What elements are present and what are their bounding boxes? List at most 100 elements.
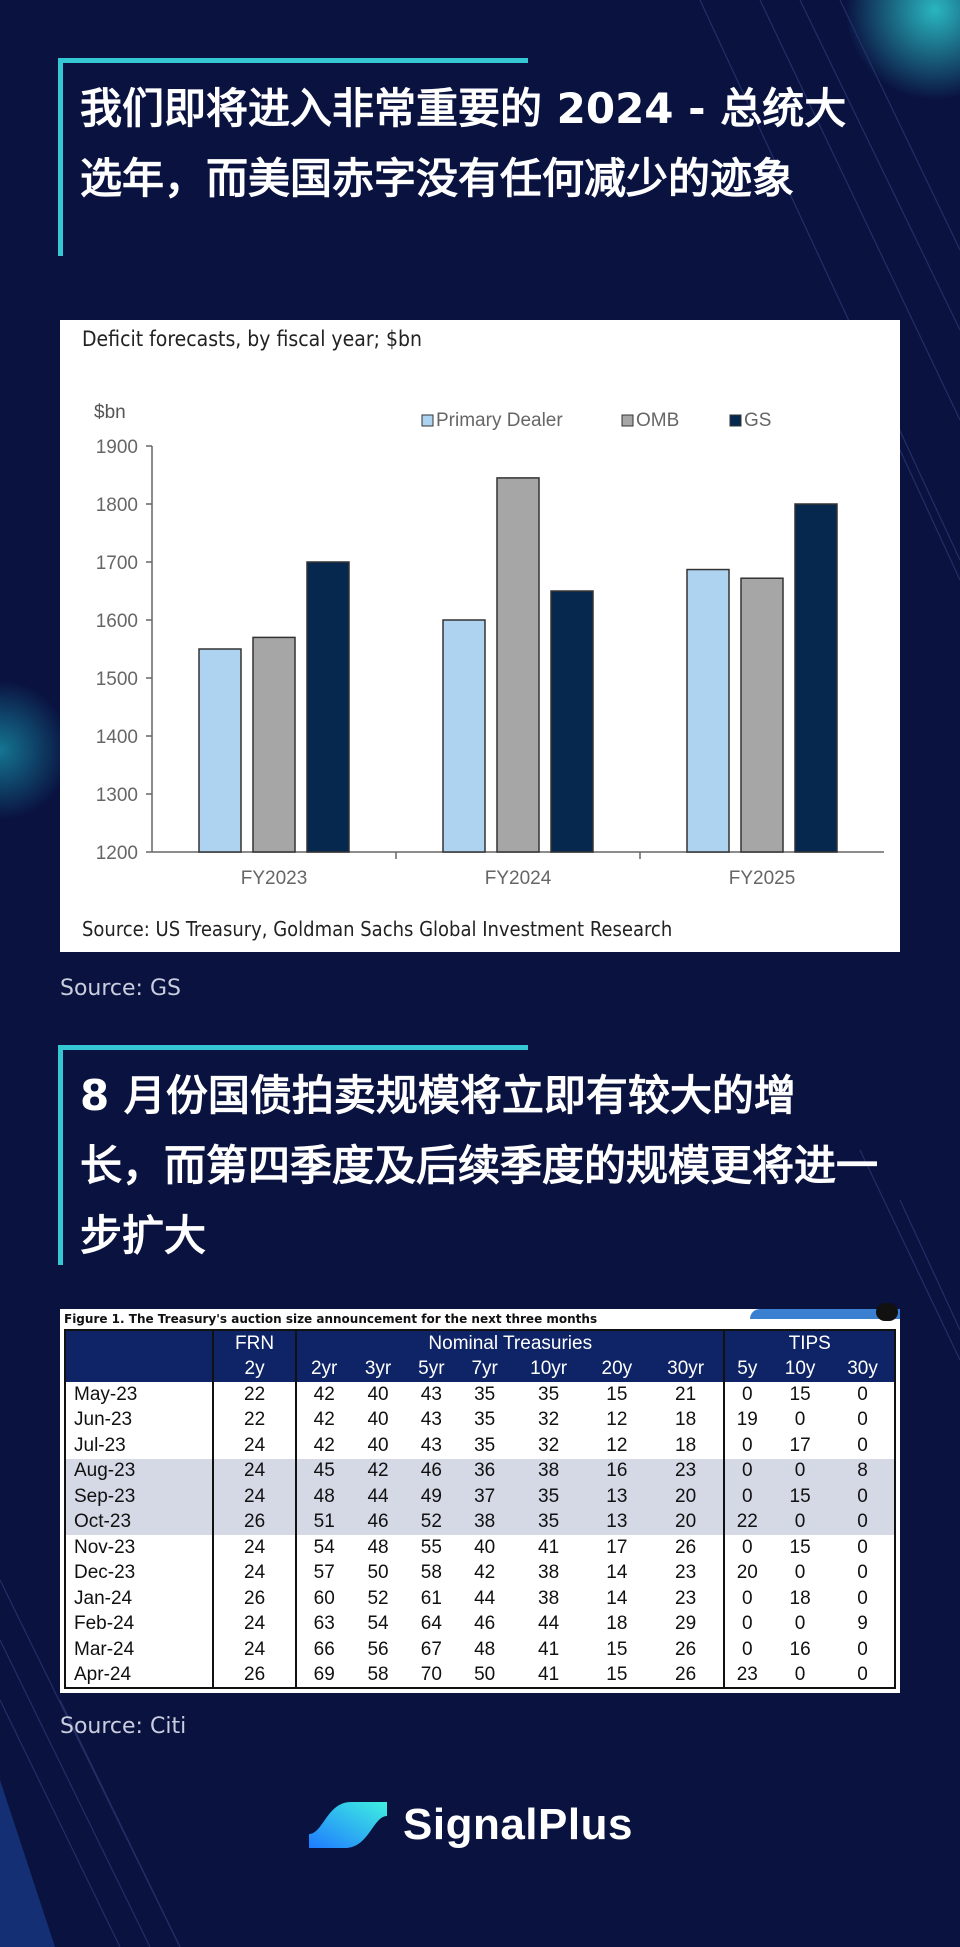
heading-accent-bar bbox=[58, 58, 528, 63]
table-cell: 26 bbox=[647, 1662, 726, 1688]
table-column-header-cell: 2yr bbox=[296, 1356, 352, 1382]
table-cell: 0 bbox=[769, 1509, 832, 1535]
table-group-header: FRN Nominal Treasuries TIPS bbox=[65, 1330, 895, 1382]
table-cell: 15 bbox=[606, 1663, 628, 1685]
table-cell: 23 bbox=[736, 1663, 758, 1685]
table-cell: 15 bbox=[789, 1383, 811, 1405]
table-cell: 41 bbox=[538, 1663, 560, 1685]
table-row-month: Mar-24 bbox=[65, 1637, 215, 1663]
table-cell: 12 bbox=[606, 1434, 628, 1456]
table-column-header-cell: 20y bbox=[585, 1356, 648, 1382]
table-cell: 0 bbox=[742, 1383, 753, 1405]
table-corner-cell bbox=[65, 1330, 215, 1382]
table-cell: 20 bbox=[647, 1509, 726, 1535]
table-column-header-cell: 10yr bbox=[511, 1356, 586, 1382]
table-cell: 35 bbox=[538, 1383, 560, 1405]
table-cell: 0 bbox=[742, 1613, 753, 1635]
section1-title: 我们即将进入非常重要的 2024 - 总统大选年，而美国赤字没有任何减少的迹象 bbox=[80, 84, 847, 203]
table-cell: 17 bbox=[789, 1434, 811, 1456]
table-cell: 0 bbox=[794, 1663, 806, 1685]
table-cell: 9 bbox=[857, 1613, 868, 1635]
bar-gs-fy2023 bbox=[306, 561, 350, 853]
section2-title: 8 月份国债拍卖规模将立即有较大的增长，而第四季度及后续季度的规模更将进一步扩大 bbox=[80, 1071, 879, 1260]
bar-omb-fy2023 bbox=[252, 636, 296, 853]
table-column-header-cell: 5yr bbox=[404, 1356, 458, 1382]
table-cell: 42 bbox=[313, 1409, 335, 1431]
table-row: Oct-23 26 51 46 52 38 35 13 20 22 0 0 bbox=[65, 1509, 895, 1535]
table-cell: 14 bbox=[606, 1562, 628, 1584]
y-tick-label: 1700 bbox=[96, 553, 138, 574]
table-cell: 26 bbox=[647, 1535, 726, 1561]
table-cell: 15 bbox=[789, 1536, 811, 1558]
table-cell: 24 bbox=[213, 1458, 298, 1484]
table-cell: 26 bbox=[213, 1509, 298, 1535]
table-cell: 61 bbox=[420, 1587, 442, 1609]
table-row-month: Sep-23 bbox=[65, 1484, 215, 1510]
y-axis-unit-label: $bn bbox=[94, 402, 126, 423]
table-column-header-cell: 3yr bbox=[351, 1356, 405, 1382]
table-cell: 0 bbox=[857, 1562, 868, 1584]
bar-omb-fy2024 bbox=[496, 477, 540, 853]
table-cell: 40 bbox=[367, 1383, 389, 1405]
y-tick-label: 1400 bbox=[96, 727, 138, 748]
y-tick-label: 1200 bbox=[96, 843, 138, 864]
table-cell: 50 bbox=[474, 1663, 496, 1685]
table-cell: 41 bbox=[538, 1536, 560, 1558]
table-cell: 0 bbox=[794, 1562, 806, 1584]
table-cell: 18 bbox=[647, 1433, 726, 1459]
table-cell: 15 bbox=[606, 1638, 628, 1660]
table-cell: 24 bbox=[213, 1637, 298, 1663]
table-cell: 58 bbox=[420, 1562, 442, 1584]
table-cell: 0 bbox=[857, 1383, 868, 1405]
table-row-month: May-23 bbox=[65, 1382, 215, 1408]
table-row: Sep-23 24 48 44 49 37 35 13 20 0 15 0 bbox=[65, 1484, 895, 1510]
table-column-header-cell: 5y bbox=[724, 1356, 770, 1382]
table-cell: 63 bbox=[313, 1613, 335, 1635]
table-body: May-23 22 42 40 43 35 35 15 21 0 15 0 Jun-23 22 42 40 43… bbox=[65, 1382, 895, 1688]
signalplus-wave-icon bbox=[309, 1802, 387, 1848]
table-cell: 48 bbox=[474, 1638, 496, 1660]
table-cell: 42 bbox=[313, 1434, 335, 1456]
table-cell: 32 bbox=[538, 1434, 560, 1456]
table-column-header-cell: 30yr bbox=[647, 1356, 726, 1382]
table-cell: 13 bbox=[585, 1509, 648, 1535]
table-row: May-23 22 42 40 43 35 35 15 21 0 15 0 bbox=[65, 1382, 895, 1408]
section1-heading: 我们即将进入非常重要的 2024 - 总统大选年，而美国赤字没有任何减少的迹象 bbox=[58, 58, 878, 256]
table-cell: 44 bbox=[474, 1587, 496, 1609]
table-cell: 0 bbox=[769, 1458, 832, 1484]
table-cell: 66 bbox=[313, 1638, 335, 1660]
table-cell: 42 bbox=[351, 1458, 405, 1484]
table-row: Jan-24 26 60 52 61 44 38 14 23 0 18 0 bbox=[65, 1586, 895, 1612]
table-cell: 52 bbox=[404, 1509, 458, 1535]
decorative-tab bbox=[750, 1309, 900, 1319]
table-column-header-cell: 10y bbox=[769, 1356, 832, 1382]
table-cell: 16 bbox=[585, 1458, 648, 1484]
table-cell: 43 bbox=[420, 1434, 442, 1456]
table-cell: 58 bbox=[367, 1663, 389, 1685]
table-cell: 70 bbox=[420, 1663, 442, 1685]
table-cell: 54 bbox=[367, 1613, 389, 1635]
auction-size-table: FRN Nominal Treasuries TIPS 2y 2yr 3yr 5yr 7yr… bbox=[64, 1329, 896, 1689]
bar-gs-fy2025 bbox=[794, 503, 838, 853]
table-cell: 32 bbox=[538, 1409, 560, 1431]
table-cell: 22 bbox=[213, 1382, 298, 1408]
table-cell: 0 bbox=[742, 1434, 753, 1456]
table-cell: 35 bbox=[511, 1484, 586, 1510]
table-cell: 0 bbox=[857, 1587, 868, 1609]
legend-label: GS bbox=[744, 410, 771, 431]
table-cell: 42 bbox=[313, 1383, 335, 1405]
legend-swatch bbox=[729, 414, 742, 427]
decorative-dot bbox=[876, 1303, 898, 1321]
legend-label: Primary Dealer bbox=[436, 410, 563, 431]
table-cell: 23 bbox=[647, 1458, 726, 1484]
table-cell: 24 bbox=[213, 1611, 298, 1637]
y-tick-label: 1300 bbox=[96, 785, 138, 806]
table-cell: 24 bbox=[213, 1433, 298, 1459]
table-cell: 49 bbox=[404, 1484, 458, 1510]
table-row-month: Feb-24 bbox=[65, 1611, 215, 1637]
table-cell: 69 bbox=[313, 1663, 335, 1685]
table-cell: 35 bbox=[474, 1434, 496, 1456]
table-row-month: Dec-23 bbox=[65, 1560, 215, 1586]
table-cell: 24 bbox=[213, 1535, 298, 1561]
table-row: Feb-24 24 63 54 64 46 44 18 29 0 0 9 bbox=[65, 1611, 895, 1637]
